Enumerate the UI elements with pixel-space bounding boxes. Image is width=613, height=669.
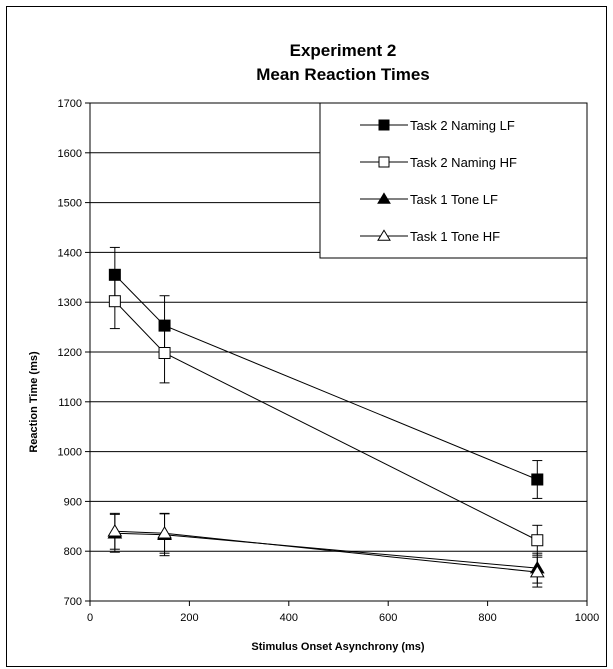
data-point bbox=[531, 534, 544, 547]
data-point bbox=[531, 473, 544, 486]
data-point bbox=[108, 295, 121, 308]
legend-item: Task 1 Tone HF bbox=[360, 229, 500, 244]
x-tick-label: 200 bbox=[180, 612, 198, 624]
data-point bbox=[157, 526, 172, 539]
legend-item: Task 1 Tone LF bbox=[360, 192, 498, 207]
legend: Task 2 Naming LF Task 2 Naming HF Task 1 T… bbox=[319, 102, 588, 259]
legend-label: Task 1 Tone LF bbox=[410, 192, 498, 207]
x-tick-label: 600 bbox=[379, 612, 397, 624]
chart-title-line1: Experiment 2 bbox=[290, 41, 397, 60]
legend-item: Task 2 Naming LF bbox=[360, 118, 515, 133]
x-tick-label: 400 bbox=[280, 612, 298, 624]
y-tick-label: 1500 bbox=[58, 198, 82, 210]
legend-marker bbox=[378, 119, 390, 131]
y-tick-label: 700 bbox=[64, 596, 82, 608]
y-tick-label: 1100 bbox=[58, 397, 82, 409]
x-tick-label: 0 bbox=[87, 612, 93, 624]
y-tick-label: 1700 bbox=[58, 98, 82, 110]
y-tick-label: 1000 bbox=[58, 447, 82, 459]
legend-label: Task 1 Tone HF bbox=[410, 229, 500, 244]
y-tick-label: 900 bbox=[64, 496, 82, 508]
legend-marker bbox=[377, 192, 391, 204]
series-2 bbox=[108, 273, 544, 556]
legend-marker bbox=[377, 229, 391, 241]
y-tick-label: 1300 bbox=[58, 297, 82, 309]
y-tick-label: 1200 bbox=[58, 347, 82, 359]
x-axis-ticks: 0 200 400 600 800 1000 bbox=[87, 601, 599, 624]
legend-label: Task 2 Naming HF bbox=[410, 155, 517, 170]
legend-box bbox=[319, 102, 588, 259]
x-tick-label: 1000 bbox=[575, 612, 599, 624]
data-point bbox=[158, 346, 171, 359]
x-tick-label: 800 bbox=[478, 612, 496, 624]
x-axis-label: Stimulus Onset Asynchrony (ms) bbox=[251, 641, 425, 653]
data-point bbox=[107, 524, 123, 537]
data-point bbox=[529, 564, 545, 578]
y-tick-label: 800 bbox=[64, 546, 82, 558]
chart-title-line2: Mean Reaction Times bbox=[256, 65, 430, 84]
y-tick-label: 1600 bbox=[58, 148, 82, 160]
legend-label: Task 2 Naming LF bbox=[410, 118, 515, 133]
y-axis-label: Reaction Time (ms) bbox=[28, 351, 40, 453]
y-axis-ticks: 700 800 900 1000 1100 1200 1300 1400 1500 1600 170… bbox=[58, 98, 90, 608]
legend-item: Task 2 Naming HF bbox=[360, 155, 517, 170]
y-tick-label: 1400 bbox=[58, 247, 82, 259]
series-4 bbox=[107, 512, 545, 588]
series-layer bbox=[107, 246, 545, 588]
legend-marker bbox=[378, 156, 390, 168]
